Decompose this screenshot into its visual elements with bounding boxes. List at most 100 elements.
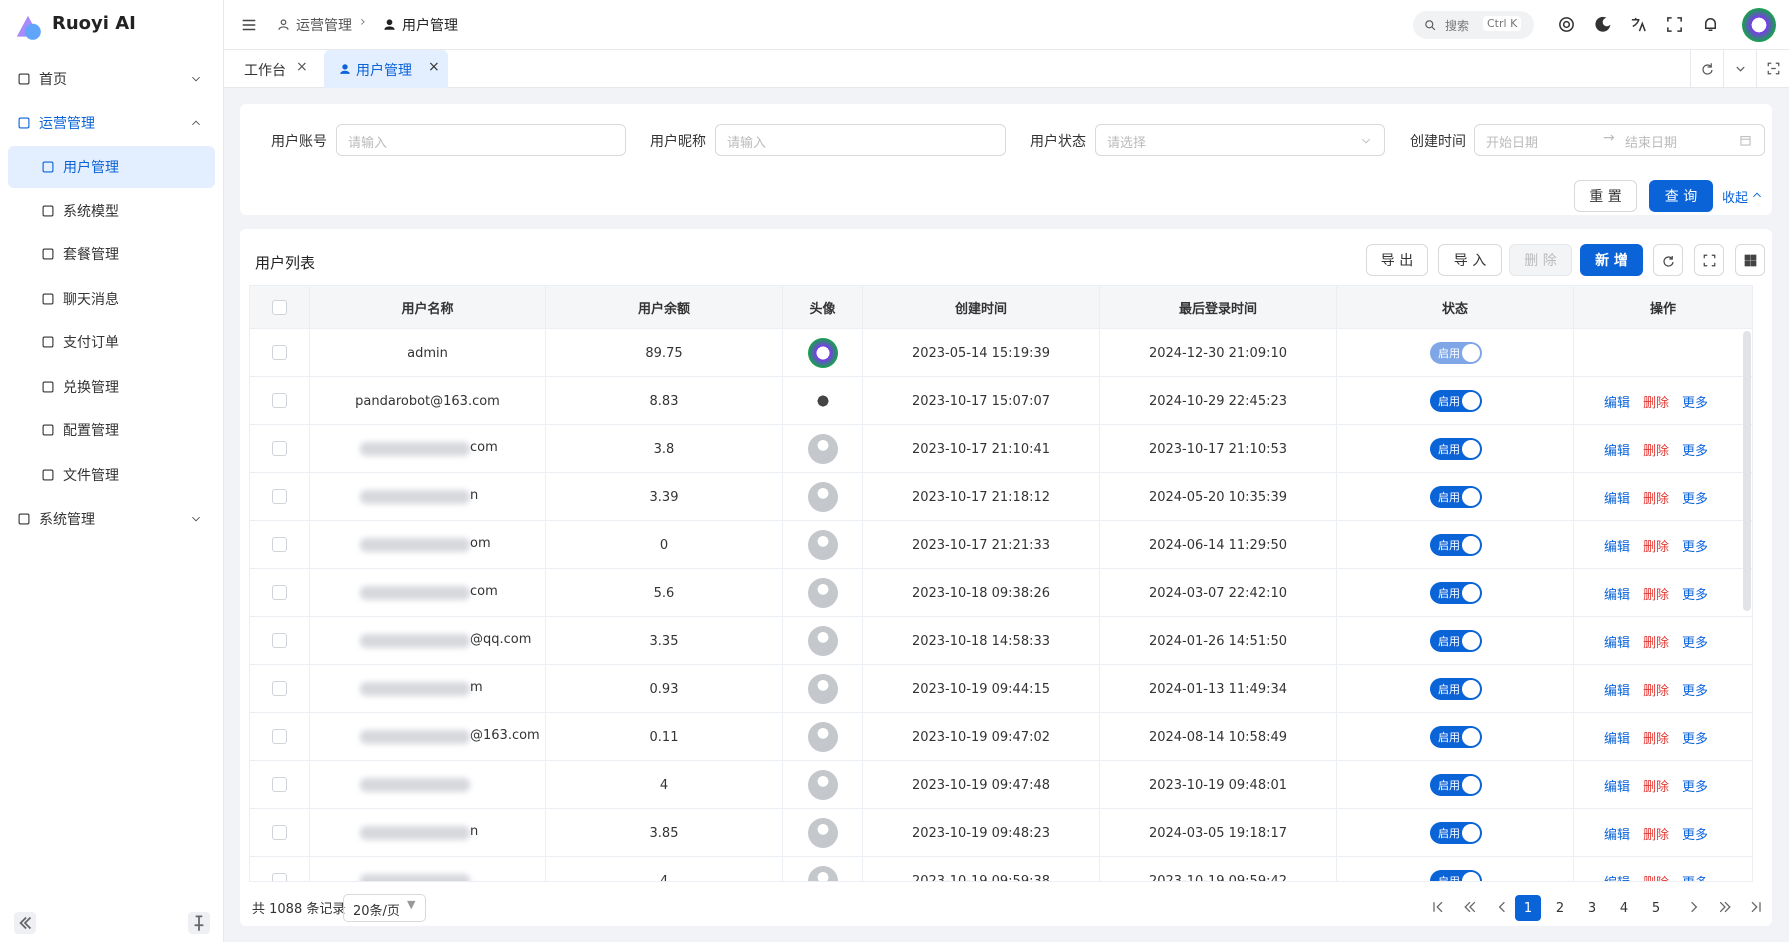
query-button[interactable]: 查 询 <box>1649 180 1713 212</box>
status-switch[interactable]: 启用 <box>1430 582 1482 604</box>
action-link[interactable]: 删除 <box>1643 828 1670 843</box>
collapse-link[interactable]: 收起 <box>1722 191 1749 206</box>
menu-item[interactable]: 系统管理 <box>8 498 215 540</box>
action-link[interactable]: 删除 <box>1643 872 1669 881</box>
page-nav[interactable] <box>1748 899 1764 915</box>
action-link[interactable]: 更多 <box>1682 396 1709 411</box>
status-switch[interactable]: 启用 <box>1430 486 1482 508</box>
menu-item[interactable]: 配置管理 <box>8 409 215 451</box>
checkbox[interactable] <box>272 489 287 504</box>
pin-sidebar[interactable] <box>188 912 210 934</box>
page-size-select[interactable]: 20条/页 ▼ <box>343 894 426 922</box>
checkbox[interactable] <box>272 537 287 552</box>
menu-toggle[interactable] <box>240 16 258 34</box>
toolbar-button[interactable]: 导 出 <box>1366 244 1428 276</box>
checkbox[interactable] <box>272 681 287 696</box>
action-link[interactable]: 删除 <box>1643 684 1670 699</box>
menu-item[interactable]: 系统模型 <box>8 190 215 232</box>
action-link[interactable]: 编辑 <box>1604 492 1631 507</box>
menu-item[interactable]: 运营管理 <box>8 102 215 144</box>
action-link[interactable]: 删除 <box>1643 732 1670 747</box>
action-link[interactable]: 编辑 <box>1604 396 1631 411</box>
menu-item[interactable]: 首页 <box>8 58 215 100</box>
action-link[interactable]: 编辑 <box>1604 780 1631 795</box>
search-box[interactable]: 搜索 Ctrl K <box>1413 11 1534 39</box>
page-nav[interactable] <box>1686 899 1702 915</box>
status-switch[interactable]: 启用 <box>1430 390 1482 412</box>
action-link[interactable]: 更多 <box>1682 684 1709 699</box>
action-link[interactable]: 编辑 <box>1604 872 1630 881</box>
breadcrumb-item[interactable]: 运营管理 <box>296 18 352 34</box>
table-tool[interactable] <box>1735 244 1765 276</box>
menu-item[interactable]: 文件管理 <box>8 454 215 496</box>
menu-item[interactable]: 支付订单 <box>8 321 215 363</box>
table-tool[interactable] <box>1694 244 1724 276</box>
action-link[interactable]: 更多 <box>1682 780 1709 795</box>
action-link[interactable]: 更多 <box>1682 636 1709 651</box>
checkbox[interactable] <box>272 441 287 456</box>
checkbox[interactable] <box>272 633 287 648</box>
status-switch[interactable]: 启用 <box>1430 534 1482 556</box>
fullscreen-button[interactable] <box>1665 15 1684 34</box>
language-button[interactable] <box>1629 15 1648 34</box>
user-avatar[interactable] <box>1742 8 1776 42</box>
checkbox[interactable] <box>272 729 287 744</box>
status-switch[interactable]: 启用 <box>1430 438 1482 460</box>
page-number[interactable]: 5 <box>1651 900 1661 916</box>
page-current[interactable]: 1 <box>1515 895 1541 921</box>
tab-active[interactable]: 用户管理 × <box>324 50 448 88</box>
theme-button[interactable] <box>1593 15 1612 34</box>
page-nav[interactable] <box>1430 899 1446 915</box>
checkbox[interactable] <box>272 345 287 360</box>
action-link[interactable]: 编辑 <box>1604 540 1631 555</box>
filter-input[interactable]: 开始日期 → 结束日期 <box>1474 124 1765 156</box>
action-link[interactable]: 删除 <box>1643 444 1670 459</box>
action-link[interactable]: 编辑 <box>1604 444 1631 459</box>
menu-item[interactable]: 聊天消息 <box>8 278 215 320</box>
collapse-sidebar[interactable] <box>14 912 36 934</box>
action-link[interactable]: 编辑 <box>1604 732 1631 747</box>
checkbox[interactable] <box>272 393 287 408</box>
checkbox[interactable] <box>272 873 287 881</box>
status-switch[interactable]: 启用 <box>1430 630 1482 652</box>
menu-item[interactable]: 用户管理 <box>8 146 215 188</box>
tab-tool[interactable] <box>1723 50 1756 88</box>
action-link[interactable]: 更多 <box>1682 872 1708 881</box>
page-number[interactable]: 4 <box>1619 900 1629 916</box>
status-switch[interactable]: 启用 <box>1430 870 1482 881</box>
menu-item[interactable]: 兑换管理 <box>8 366 215 408</box>
toolbar-button[interactable]: 导 入 <box>1438 244 1502 276</box>
tab-tool[interactable] <box>1690 50 1723 88</box>
action-link[interactable]: 更多 <box>1682 540 1709 555</box>
action-link[interactable]: 删除 <box>1643 540 1670 555</box>
page-nav[interactable] <box>1494 899 1510 915</box>
filter-input[interactable]: 请选择 <box>1095 124 1385 156</box>
page-number[interactable]: 3 <box>1587 900 1597 916</box>
notifications-button[interactable] <box>1701 15 1720 34</box>
action-link[interactable]: 删除 <box>1643 588 1670 603</box>
page-number[interactable]: 2 <box>1555 900 1565 916</box>
page-nav[interactable] <box>1717 899 1733 915</box>
action-link[interactable]: 更多 <box>1682 588 1709 603</box>
action-link[interactable]: 删除 <box>1643 780 1670 795</box>
checkbox[interactable] <box>272 825 287 840</box>
action-link[interactable]: 更多 <box>1682 444 1709 459</box>
reset-button[interactable]: 重 置 <box>1574 180 1637 212</box>
tab-tool[interactable] <box>1756 50 1789 88</box>
action-link[interactable]: 编辑 <box>1604 828 1631 843</box>
action-link[interactable]: 更多 <box>1682 492 1709 507</box>
breadcrumb-item[interactable]: 用户管理 <box>402 18 458 34</box>
status-switch[interactable]: 启用 <box>1430 726 1482 748</box>
filter-input[interactable]: 请输入 <box>336 124 626 156</box>
status-switch[interactable]: 启用 <box>1430 678 1482 700</box>
filter-input[interactable]: 请输入 <box>715 124 1006 156</box>
page-nav[interactable] <box>1462 899 1478 915</box>
menu-item[interactable]: 套餐管理 <box>8 233 215 275</box>
action-link[interactable]: 更多 <box>1682 732 1709 747</box>
checkbox[interactable] <box>272 777 287 792</box>
checkbox[interactable] <box>272 585 287 600</box>
action-link[interactable]: 更多 <box>1682 828 1709 843</box>
status-switch[interactable]: 启用 <box>1430 774 1482 796</box>
checkbox[interactable] <box>272 300 287 315</box>
table-tool[interactable] <box>1653 244 1683 276</box>
